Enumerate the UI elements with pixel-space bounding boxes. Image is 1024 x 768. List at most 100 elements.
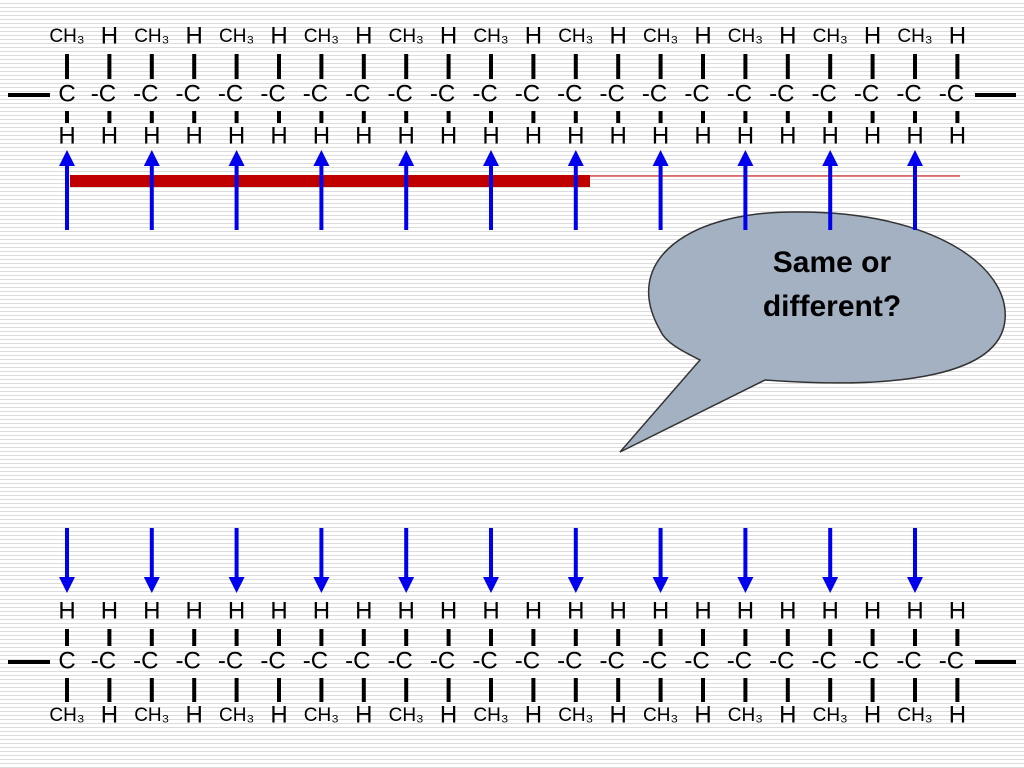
carbon: -C [769,80,794,107]
substituent: CH₃ [813,26,848,47]
substituent: CH₃ [219,705,254,726]
carbon: -C [642,80,667,107]
substituent: H [270,22,287,49]
substituent: H [610,701,627,728]
substituent: H [440,701,457,728]
substituent: H [949,597,966,624]
substituent: H [440,597,457,624]
substituent: H [906,597,923,624]
substituent: H [101,122,118,149]
substituent: H [440,22,457,49]
carbon: C [58,80,75,107]
substituent: H [440,122,457,149]
substituent: H [525,122,542,149]
substituent: H [737,597,754,624]
substituent: H [101,597,118,624]
substituent: H [949,701,966,728]
substituent: H [270,122,287,149]
carbon: -C [176,647,201,674]
carbon: -C [515,80,540,107]
substituent: H [949,22,966,49]
substituent: CH₃ [643,26,678,47]
carbon: -C [260,647,285,674]
substituent: H [101,701,118,728]
substituent: H [270,701,287,728]
substituent: CH₃ [897,26,932,47]
carbon: -C [430,80,455,107]
substituent: CH₃ [728,705,763,726]
carbon: -C [642,647,667,674]
carbon: -C [345,647,370,674]
substituent: H [355,22,372,49]
substituent: H [525,22,542,49]
carbon: -C [303,80,328,107]
substituent: CH₃ [728,26,763,47]
substituent: H [694,22,711,49]
carbon: -C [939,647,964,674]
substituent: CH₃ [389,26,424,47]
substituent: H [694,701,711,728]
substituent: H [355,701,372,728]
carbon: -C [557,647,582,674]
substituent: H [525,597,542,624]
carbon: -C [133,647,158,674]
substituent: H [143,122,160,149]
substituent: H [58,597,75,624]
carbon: -C [896,647,921,674]
carbon: -C [218,80,243,107]
substituent: H [567,597,584,624]
carbon: -C [388,647,413,674]
speech-bubble [619,211,1006,453]
carbon: -C [600,80,625,107]
carbon: -C [133,80,158,107]
substituent: H [864,597,881,624]
substituent: H [482,122,499,149]
substituent: CH₃ [134,705,169,726]
substituent: CH₃ [49,26,84,47]
substituent: CH₃ [558,26,593,47]
substituent: H [58,122,75,149]
substituent: CH₃ [558,705,593,726]
substituent: H [398,122,415,149]
carbon: -C [939,80,964,107]
carbon: -C [91,80,116,107]
substituent: H [482,597,499,624]
substituent: H [779,701,796,728]
substituent: H [228,597,245,624]
substituent: CH₃ [304,26,339,47]
carbon: -C [727,80,752,107]
carbon: -C [812,80,837,107]
substituent: CH₃ [134,26,169,47]
carbon: -C [896,80,921,107]
substituent: H [398,597,415,624]
substituent: CH₃ [49,705,84,726]
carbon: -C [557,80,582,107]
carbon: C [58,647,75,674]
substituent: CH₃ [897,705,932,726]
substituent: H [313,597,330,624]
substituent: CH₃ [643,705,678,726]
carbon: -C [345,80,370,107]
substituent: H [355,597,372,624]
substituent: H [822,597,839,624]
substituent: H [610,597,627,624]
carbon: -C [854,80,879,107]
substituent: CH₃ [813,705,848,726]
substituent: CH₃ [219,26,254,47]
carbon: -C [388,80,413,107]
substituent: H [186,597,203,624]
carbon: -C [218,647,243,674]
substituent: H [567,122,584,149]
substituent: H [610,122,627,149]
carbon: -C [430,647,455,674]
substituent: H [864,122,881,149]
carbon: -C [684,80,709,107]
bubble-text: different? [763,290,901,323]
substituent: H [779,122,796,149]
carbon: -C [854,647,879,674]
bubble-text: Same or [773,246,892,279]
carbon: -C [600,647,625,674]
substituent: H [949,122,966,149]
